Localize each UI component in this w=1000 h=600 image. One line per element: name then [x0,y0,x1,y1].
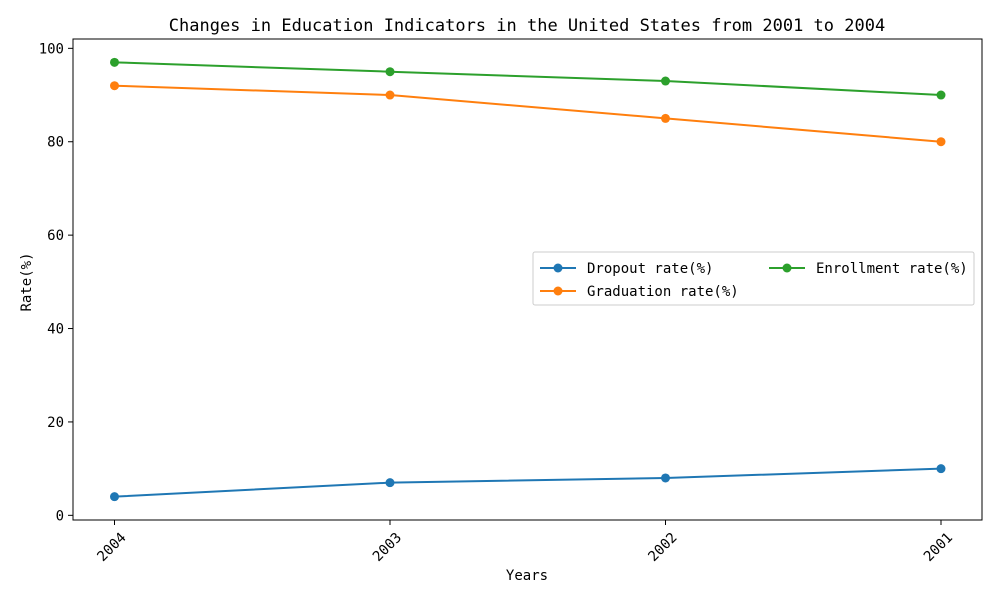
y-tick-label: 80 [47,135,64,151]
data-point [936,137,946,147]
series-line [114,84,942,143]
series-layer [110,57,946,502]
x-axis: 2004 2003 2002 2001 [94,520,956,565]
legend-label: Enrollment rate(%) [816,261,968,277]
series-line [114,467,942,498]
legend-marker [553,263,563,273]
legend-label: Graduation rate(%) [587,284,739,300]
y-tick-label: 60 [47,228,64,244]
legend-label: Dropout rate(%) [587,261,713,277]
y-tick-label: 40 [47,322,64,338]
y-tick-label: 0 [56,508,64,524]
y-axis-label: Rate(%) [19,252,35,311]
x-tick-label: 2003 [370,530,405,565]
plot-frame [72,38,983,521]
chart-title: Changes in Education Indicators in the U… [169,16,885,36]
y-axis: 0 20 40 60 80 100 [39,41,73,524]
data-point [385,90,395,100]
data-point [110,492,119,502]
data-point [936,464,946,474]
legend-marker [782,263,792,273]
legend-marker [553,286,563,296]
y-tick-label: 20 [47,415,64,431]
legend: Dropout rate(%) Graduation rate(%) Enrollm… [532,251,975,306]
legend-item: Enrollment rate(%) [769,261,968,277]
data-point [110,81,119,91]
legend-item: Dropout rate(%) [540,261,713,277]
series-2 [110,57,946,100]
x-tick-label: 2002 [645,530,680,565]
legend-box [532,251,975,306]
data-point [110,57,119,67]
series-0 [110,464,946,502]
data-point [385,67,395,77]
series-1 [110,81,946,147]
x-tick-label: 2001 [921,530,956,565]
data-point [661,473,670,483]
series-line [114,61,942,97]
y-tick-label: 100 [39,41,64,57]
data-point [385,478,395,488]
data-point [936,90,946,100]
data-point [661,113,670,123]
data-point [661,76,670,86]
x-axis-label: Years [506,568,548,584]
legend-item: Graduation rate(%) [540,284,739,300]
x-tick-label: 2004 [94,530,129,565]
